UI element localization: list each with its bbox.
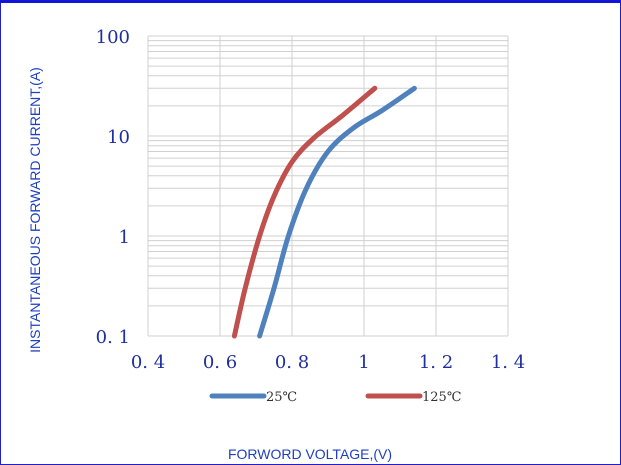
frame-top-border [0, 0, 621, 3]
y-tick-label: 1 [119, 227, 130, 248]
series-line-125℃ [231, 85, 378, 339]
x-tick-label: 1. 2 [419, 352, 453, 373]
grid-lines [147, 35, 509, 337]
x-tick-label: 0. 8 [275, 352, 309, 373]
x-tick-label: 0. 4 [131, 352, 165, 373]
y-tick-label: 100 [96, 27, 130, 48]
x-tick-label: 1. 4 [491, 352, 525, 373]
legend-label: 25℃ [266, 390, 297, 405]
legend: 25℃ 125℃ [209, 390, 461, 405]
legend-label: 125℃ [422, 390, 461, 405]
x-tick-label: 1 [358, 352, 369, 373]
y-tick-label: 0. 1 [96, 327, 130, 348]
series-line-25℃ [257, 85, 417, 339]
x-tick-label: 0. 6 [203, 352, 237, 373]
x-axis-title: FORWORD VOLTAGE,(V) [228, 446, 392, 462]
y-axis-title: INSTANTANEOUS FORWARD CURRENT,(A) [27, 67, 43, 353]
y-tick-label: 10 [107, 127, 130, 148]
series-lines [231, 85, 417, 339]
tick-labels: 0. 4 0. 6 0. 8 1 1. 2 1. 4 0. 1 1 10 100 [96, 27, 526, 373]
